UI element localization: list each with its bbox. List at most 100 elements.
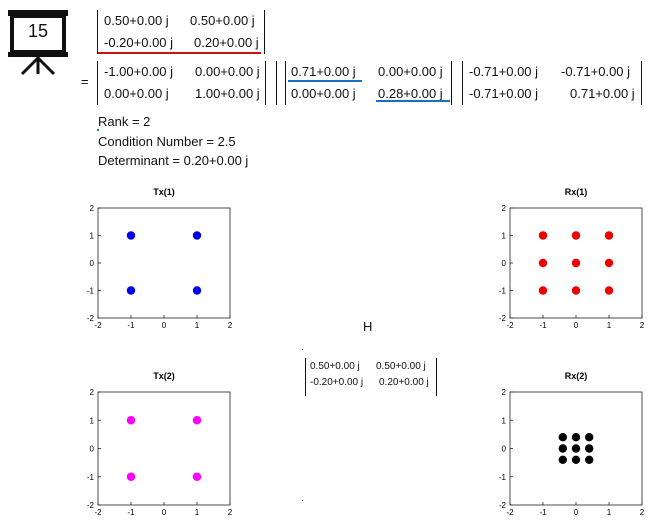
x-tick-label: 1: [195, 508, 200, 517]
y-tick-label: 1: [90, 416, 95, 425]
tx2-plot: Tx(2) -2-2 -1 -1 0 0 1 1 2 2: [87, 371, 233, 517]
scatter-point: [126, 286, 136, 295]
x-tick-label: 1: [195, 321, 200, 330]
y-tick-label: 0: [90, 445, 95, 454]
h-cell-10: -0.20+0.00 j: [104, 35, 174, 50]
s-bottom-blue-underline: [376, 100, 450, 102]
scatter-point: [571, 455, 581, 464]
v-matrix: -0.71+0.00 j -0.71+0.00 j -0.71+0.00 j 0…: [462, 61, 642, 105]
x-tick-label: -1: [539, 508, 547, 517]
plot-area: [97, 391, 231, 506]
equals-sign: =: [81, 74, 89, 89]
scatter-point: [571, 231, 581, 240]
scatter-point: [604, 286, 614, 295]
y-tick-label: 0: [502, 445, 507, 454]
s-cell-11: 0.28+0.00 j: [378, 86, 443, 101]
scatter-point: [558, 433, 567, 442]
slide-number-icon: 15: [6, 8, 70, 76]
h-matrix: 0.50+0.00 j 0.50+0.00 j -0.20+0.00 j 0.2…: [97, 10, 265, 54]
x-tick-label: 1: [607, 321, 612, 330]
x-tick-label: 0: [574, 321, 579, 330]
y-tick-label: -1: [499, 287, 507, 296]
y-tick-label: -1: [499, 473, 507, 482]
h-cell-11: 0.20+0.00 j: [194, 35, 259, 50]
x-tick-label: 0: [574, 508, 579, 517]
scatter-point: [558, 455, 567, 464]
y-tick-label: 1: [90, 232, 95, 241]
y-tick-label: 0: [90, 259, 95, 268]
x-tick-label: 2: [640, 321, 645, 330]
plot-area: [97, 207, 231, 319]
plot-title: Rx(2): [565, 371, 588, 381]
u-matrix: -1.00+0.00 j 0.00+0.00 j 0.00+0.00 j 1.0…: [97, 61, 266, 105]
scatter-point: [192, 286, 202, 295]
v-cell-00: -0.71+0.00 j: [469, 64, 539, 79]
v-cell-10: -0.71+0.00 j: [469, 86, 539, 101]
y-tick-label: 2: [502, 388, 507, 397]
tx1-plot: Tx(1) -2-2 -1 -1 0 0 1 1 2 2: [87, 187, 233, 330]
x-tick-label: 2: [228, 321, 233, 330]
x-tick-label: -1: [127, 508, 135, 517]
x-tick-label: -2: [506, 508, 514, 517]
channel-label: H: [363, 319, 373, 334]
x-tick-label: 1: [607, 508, 612, 517]
scatter-point: [604, 231, 614, 240]
scatter-point: [538, 258, 548, 268]
channel-mark-bottom: [302, 500, 303, 501]
rx2-plot: Rx(2) -2-2 -1 -1 0 0 1 1 2 2: [499, 371, 645, 517]
determinant-text: Determinant = 0.20+0.00 j: [98, 153, 249, 168]
y-tick-label: 2: [90, 388, 95, 397]
scatter-point: [571, 286, 581, 295]
x-tick-label: -2: [94, 321, 102, 330]
s-cell-00: 0.71+0.00 j: [291, 64, 356, 79]
y-tick-label: 2: [502, 204, 507, 213]
scatter-point: [126, 416, 136, 425]
channel-cell-11: 0.20+0.00 j: [379, 377, 429, 388]
y-tick-label: 1: [502, 232, 507, 241]
s-cell-10: 0.00+0.00 j: [291, 86, 356, 101]
s-cell-01: 0.00+0.00 j: [378, 64, 443, 79]
u-cell-10: 0.00+0.00 j: [104, 86, 169, 101]
y-tick-label: 2: [90, 204, 95, 213]
s-matrix: 0.71+0.00 j 0.00+0.00 j 0.00+0.00 j 0.28…: [285, 61, 452, 105]
slide-number: 15: [27, 21, 49, 41]
s-matrix-outer-bar-left: [276, 61, 277, 105]
scatter-point: [558, 444, 567, 453]
scatter-point: [585, 455, 594, 464]
x-tick-label: 0: [162, 508, 167, 517]
condition-number-text: Condition Number = 2.5: [98, 134, 236, 149]
channel-mark-left: [302, 349, 303, 350]
s-top-blue-underline: [288, 80, 362, 82]
v-cell-11: 0.71+0.00 j: [570, 86, 635, 101]
plot-title: Rx(1): [565, 187, 588, 197]
channel-matrix: 0.50+0.00 j 0.50+0.00 j -0.20+0.00 j 0.2…: [305, 358, 437, 396]
y-tick-label: -2: [499, 314, 507, 323]
x-tick-label: 2: [640, 508, 645, 517]
rank-text: Rank = 2: [98, 114, 151, 129]
x-tick-label: 2: [228, 508, 233, 517]
rx1-plot: Rx(1) -2-2 -1 -1 0 0 1 1 2 2: [499, 187, 645, 330]
y-tick-label: -2: [87, 314, 95, 323]
x-tick-label: 0: [162, 321, 167, 330]
channel-cell-10: -0.20+0.00 j: [310, 377, 364, 388]
scatter-point: [192, 472, 202, 481]
u-cell-00: -1.00+0.00 j: [104, 64, 174, 79]
x-tick-label: -1: [539, 321, 547, 330]
scatter-point: [585, 444, 594, 453]
scatter-point: [192, 231, 202, 240]
scatter-point: [571, 433, 581, 442]
u-cell-11: 1.00+0.00 j: [195, 86, 260, 101]
channel-cell-00: 0.50+0.00 j: [310, 361, 360, 372]
x-tick-label: -1: [127, 321, 135, 330]
y-tick-label: -1: [87, 287, 95, 296]
h-row2-red-underline: [98, 52, 261, 54]
y-tick-label: -2: [87, 501, 95, 510]
scatter-point: [585, 433, 594, 442]
y-tick-label: -1: [87, 473, 95, 482]
scatter-point: [571, 258, 581, 268]
u-cell-01: 0.00+0.00 j: [195, 64, 260, 79]
y-tick-label: 1: [502, 416, 507, 425]
scatter-point: [126, 472, 136, 481]
scatter-point: [538, 231, 548, 240]
scatter-point: [604, 258, 614, 268]
